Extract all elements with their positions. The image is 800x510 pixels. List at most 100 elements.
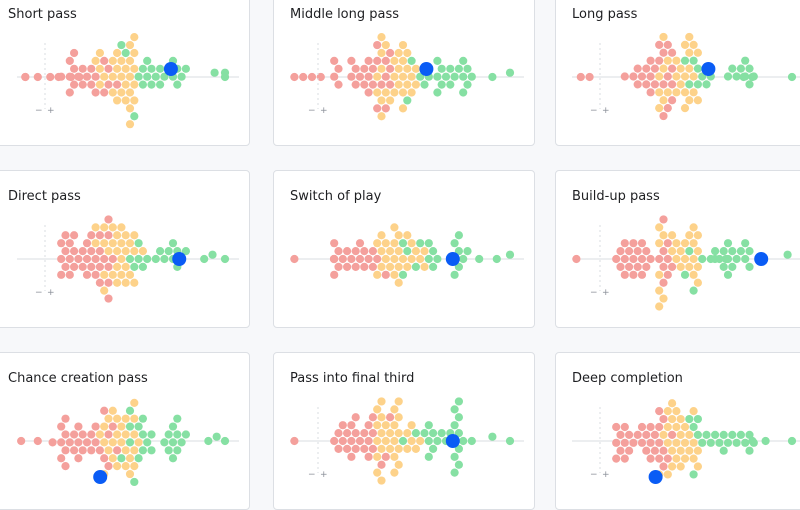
data-point	[680, 254, 690, 264]
data-point	[373, 239, 382, 248]
data-point	[347, 56, 356, 65]
data-point	[373, 72, 382, 81]
data-point	[612, 438, 621, 447]
data-point	[450, 72, 459, 81]
outlier-point	[290, 254, 299, 264]
data-point	[381, 452, 390, 461]
data-point	[74, 454, 83, 463]
data-point	[377, 112, 386, 121]
data-point	[368, 246, 377, 256]
data-point	[711, 246, 720, 256]
outlier-point	[210, 68, 219, 77]
card-switch-of-play[interactable]: Switch of play	[273, 170, 535, 328]
beeswarm-plot: − +	[572, 399, 800, 484]
data-point	[398, 40, 408, 50]
data-point	[433, 56, 442, 65]
data-point	[668, 64, 677, 73]
data-point	[70, 430, 79, 439]
outlier-point	[33, 436, 42, 446]
data-point	[693, 80, 702, 89]
data-point	[95, 262, 104, 272]
data-point	[130, 462, 139, 471]
data-point	[454, 460, 463, 469]
data-point	[338, 254, 347, 264]
data-point	[355, 239, 365, 248]
data-point	[689, 422, 698, 432]
card-chance-creation-pass[interactable]: Chance creation pass	[0, 352, 250, 510]
card-direct-pass[interactable]: Direct pass − +	[0, 170, 250, 328]
data-point	[364, 56, 373, 65]
data-point	[104, 246, 113, 256]
card-title: Switch of play	[290, 189, 382, 204]
card-short-pass[interactable]: Short pass − +	[0, 0, 250, 146]
data-point	[130, 262, 139, 272]
data-point	[147, 446, 156, 455]
data-point	[386, 413, 395, 422]
data-point	[655, 72, 664, 81]
data-point	[108, 72, 117, 81]
card-build-up-pass[interactable]: Build-up pass − +	[555, 170, 800, 328]
data-point	[676, 446, 685, 455]
card-middle-long-pass[interactable]: Middle long pass − +	[273, 0, 535, 146]
data-point	[330, 436, 339, 446]
data-point	[685, 446, 694, 455]
data-point	[394, 262, 403, 272]
data-point	[57, 254, 66, 264]
data-point	[424, 436, 433, 446]
data-point	[121, 64, 130, 73]
data-point	[65, 270, 74, 279]
data-point	[668, 430, 677, 439]
data-point	[659, 231, 668, 240]
beeswarm-plot: − +	[17, 215, 239, 303]
data-point	[429, 262, 438, 272]
data-point	[450, 421, 459, 430]
data-point	[57, 438, 66, 447]
data-point	[125, 104, 135, 113]
data-point	[78, 446, 87, 455]
data-point	[91, 223, 100, 232]
data-point	[411, 64, 420, 73]
data-point	[347, 421, 356, 430]
data-point	[125, 270, 135, 279]
data-point	[351, 262, 360, 272]
data-point	[676, 246, 685, 256]
data-point	[450, 270, 459, 279]
data-point	[620, 239, 629, 248]
data-point	[668, 414, 677, 424]
data-point	[672, 422, 681, 432]
data-point	[95, 48, 104, 58]
card-long-pass[interactable]: Long pass − +	[555, 0, 800, 146]
data-point	[117, 254, 126, 264]
data-point	[745, 430, 754, 439]
data-point	[377, 428, 386, 438]
data-point	[125, 454, 135, 463]
data-point	[741, 438, 750, 447]
card-deep-completion[interactable]: Deep completion − +	[555, 352, 800, 510]
data-point	[177, 438, 186, 447]
data-point	[164, 430, 173, 439]
card-pass-into-final-third[interactable]: Pass into final third − +	[273, 352, 535, 510]
data-point	[663, 72, 672, 81]
data-point	[745, 80, 754, 89]
data-point	[741, 56, 750, 65]
data-point	[655, 254, 664, 264]
data-point	[347, 72, 356, 81]
data-point	[70, 231, 79, 240]
data-point	[386, 96, 395, 105]
data-point	[78, 430, 87, 439]
data-point	[108, 454, 117, 463]
data-point	[723, 72, 733, 81]
outlier-point	[220, 254, 230, 264]
data-point	[693, 96, 702, 105]
data-point	[459, 436, 468, 446]
data-point	[728, 64, 737, 73]
legend-plus: +	[602, 288, 610, 298]
legend-plus: +	[47, 106, 55, 116]
data-point	[736, 430, 745, 439]
data-point	[143, 254, 152, 264]
data-point	[377, 444, 386, 454]
data-point	[134, 454, 143, 463]
data-point	[386, 444, 395, 454]
outlier-point	[761, 436, 770, 446]
data-point	[368, 428, 377, 438]
